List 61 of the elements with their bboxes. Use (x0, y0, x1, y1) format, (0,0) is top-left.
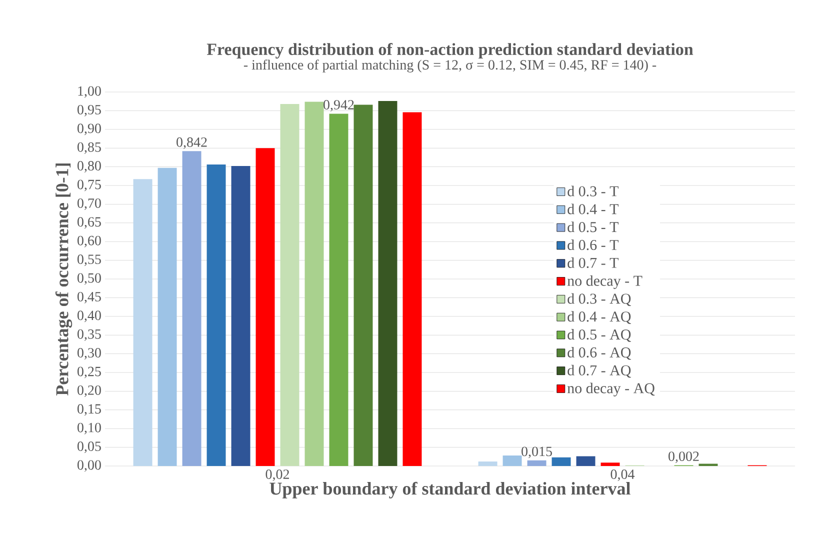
legend-label: d 0.4 - T (568, 204, 618, 214)
bar (329, 114, 348, 466)
y-tick-label: 0,45 (78, 292, 101, 304)
bar (256, 148, 275, 466)
bar (402, 112, 422, 466)
bar (280, 104, 300, 466)
legend-label: d 0.3 - AQ (568, 293, 631, 306)
bar (158, 168, 177, 466)
bar (206, 164, 226, 466)
data-label: 0,842 (176, 137, 207, 149)
y-tick-label: 0,50 (78, 273, 101, 285)
legend-label: d 0.6 - AQ (568, 346, 631, 360)
y-tick-label: 1,00 (78, 86, 101, 98)
y-tick-label: 0,00 (78, 460, 101, 472)
data-label: 0,002 (668, 452, 699, 464)
y-tick-label: 0,80 (78, 161, 101, 173)
y-tick-label: 0,05 (78, 442, 101, 454)
y-tick-label: 0,10 (78, 422, 101, 434)
bar (378, 100, 398, 466)
y-axis-title: Percentage of occurrence [0-1] (55, 163, 72, 396)
y-tick-label: 0,95 (78, 104, 101, 116)
bar (552, 457, 571, 466)
y-tick-label: 0,65 (78, 217, 101, 229)
legend-label: d 0.7 - AQ (568, 364, 631, 378)
bar (502, 456, 522, 466)
y-tick-label: 0,20 (78, 385, 101, 397)
bar (182, 151, 202, 466)
legend-label: no decay - AQ (567, 382, 655, 396)
legend-label: no decay - T (567, 275, 642, 289)
legend-label: d 0.3 - T (568, 186, 618, 196)
bar (478, 462, 498, 466)
legend-label: d 0.5 - AQ (568, 329, 631, 342)
legend-label: d 0.6 - T (568, 240, 618, 250)
y-tick-label: 0,70 (78, 198, 101, 210)
y-tick-label: 0,75 (78, 180, 101, 192)
legend-label: d 0.4 - AQ (568, 311, 631, 324)
y-tick-label: 0,30 (78, 348, 101, 360)
data-label: 0,015 (522, 446, 552, 458)
legend-label: d 0.7 - T (568, 257, 618, 268)
chart-title: Frequency distribution of non-action prediction standard deviation (206, 42, 694, 59)
bar (600, 462, 620, 466)
bar (231, 166, 250, 466)
legend-label: d 0.5 - T (568, 222, 618, 232)
chart-subtitle: - influence of partial matching (S = 12, σ = 0.12, SIM = 0.45, RF = 140) - (244, 60, 656, 72)
y-tick-label: 0,40 (78, 310, 101, 322)
bar (304, 102, 324, 466)
x-tick-label: 0,02 (266, 470, 289, 481)
y-tick-label: 0,35 (78, 329, 101, 341)
x-tick-label: 0,04 (610, 470, 635, 481)
y-tick-label: 0,90 (78, 124, 101, 136)
y-tick-label: 0,15 (78, 404, 101, 416)
x-axis-title: Upper boundary of standard deviation interval (270, 482, 630, 498)
y-tick-label: 0,85 (78, 142, 101, 154)
y-tick-label: 0,60 (78, 236, 101, 248)
data-label: 0,942 (324, 100, 354, 112)
y-tick-label: 0,25 (78, 366, 101, 378)
y-tick-label: 0,55 (78, 254, 101, 266)
bar (576, 456, 596, 466)
bar (527, 460, 546, 466)
bar (133, 179, 152, 466)
bar (354, 104, 373, 466)
